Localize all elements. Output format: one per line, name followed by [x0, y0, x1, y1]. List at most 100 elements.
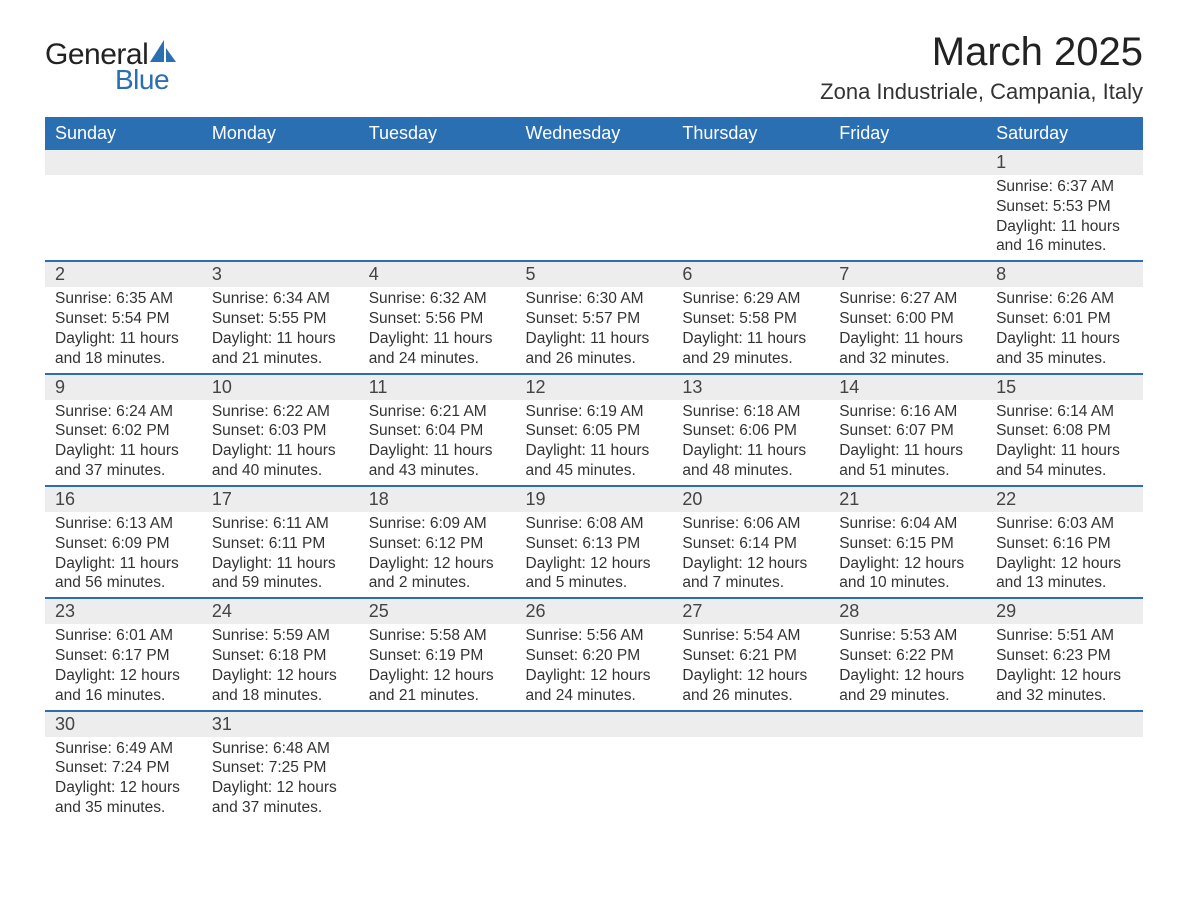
day-details: Sunrise: 5:58 AMSunset: 6:19 PMDaylight:…: [359, 624, 516, 709]
day-number-bar: 7: [829, 262, 986, 287]
sunrise-text: Sunrise: 6:06 AM: [682, 514, 819, 534]
day-number-bar: 20: [672, 487, 829, 512]
sunset-text: Sunset: 6:02 PM: [55, 421, 192, 441]
daylight-text: Daylight: 12 hours and 10 minutes.: [839, 554, 976, 594]
daylight-text: Daylight: 11 hours and 56 minutes.: [55, 554, 192, 594]
day-number-bar: 15: [986, 375, 1143, 400]
calendar-day-cell: 6Sunrise: 6:29 AMSunset: 5:58 PMDaylight…: [672, 261, 829, 373]
daylight-text: Daylight: 11 hours and 26 minutes.: [526, 329, 663, 369]
daylight-text: Daylight: 11 hours and 43 minutes.: [369, 441, 506, 481]
sunset-text: Sunset: 5:58 PM: [682, 309, 819, 329]
day-number-bar: [672, 150, 829, 175]
sunrise-text: Sunrise: 6:13 AM: [55, 514, 192, 534]
calendar-day-cell: [672, 150, 829, 261]
title-block: March 2025 Zona Industriale, Campania, I…: [820, 30, 1143, 105]
day-details: Sunrise: 6:16 AMSunset: 6:07 PMDaylight:…: [829, 400, 986, 485]
weekday-header: Thursday: [672, 117, 829, 150]
calendar-day-cell: 17Sunrise: 6:11 AMSunset: 6:11 PMDayligh…: [202, 486, 359, 598]
sunrise-text: Sunrise: 6:22 AM: [212, 402, 349, 422]
day-details: Sunrise: 6:08 AMSunset: 6:13 PMDaylight:…: [516, 512, 673, 597]
day-number-bar: 25: [359, 599, 516, 624]
sunset-text: Sunset: 6:06 PM: [682, 421, 819, 441]
sunset-text: Sunset: 6:15 PM: [839, 534, 976, 554]
weekday-header-row: SundayMondayTuesdayWednesdayThursdayFrid…: [45, 117, 1143, 150]
calendar-body: 1Sunrise: 6:37 AMSunset: 5:53 PMDaylight…: [45, 150, 1143, 822]
daylight-text: Daylight: 12 hours and 37 minutes.: [212, 778, 349, 818]
calendar-day-cell: [516, 711, 673, 822]
day-number-bar: 9: [45, 375, 202, 400]
daylight-text: Daylight: 12 hours and 16 minutes.: [55, 666, 192, 706]
day-number-bar: [516, 150, 673, 175]
day-details: Sunrise: 6:22 AMSunset: 6:03 PMDaylight:…: [202, 400, 359, 485]
daylight-text: Daylight: 12 hours and 5 minutes.: [526, 554, 663, 594]
sunrise-text: Sunrise: 6:27 AM: [839, 289, 976, 309]
day-number-bar: 29: [986, 599, 1143, 624]
day-details: [829, 175, 986, 253]
day-details: Sunrise: 6:32 AMSunset: 5:56 PMDaylight:…: [359, 287, 516, 372]
calendar-week-row: 9Sunrise: 6:24 AMSunset: 6:02 PMDaylight…: [45, 374, 1143, 486]
daylight-text: Daylight: 11 hours and 16 minutes.: [996, 217, 1133, 257]
day-number-bar: 1: [986, 150, 1143, 175]
calendar-day-cell: 26Sunrise: 5:56 AMSunset: 6:20 PMDayligh…: [516, 598, 673, 710]
sunrise-text: Sunrise: 6:03 AM: [996, 514, 1133, 534]
calendar-day-cell: 7Sunrise: 6:27 AMSunset: 6:00 PMDaylight…: [829, 261, 986, 373]
sunset-text: Sunset: 6:00 PM: [839, 309, 976, 329]
day-number-bar: 6: [672, 262, 829, 287]
sunrise-text: Sunrise: 6:35 AM: [55, 289, 192, 309]
day-details: Sunrise: 5:59 AMSunset: 6:18 PMDaylight:…: [202, 624, 359, 709]
sunset-text: Sunset: 6:22 PM: [839, 646, 976, 666]
calendar-day-cell: [829, 711, 986, 822]
daylight-text: Daylight: 12 hours and 26 minutes.: [682, 666, 819, 706]
day-details: Sunrise: 6:09 AMSunset: 6:12 PMDaylight:…: [359, 512, 516, 597]
daylight-text: Daylight: 11 hours and 48 minutes.: [682, 441, 819, 481]
daylight-text: Daylight: 12 hours and 32 minutes.: [996, 666, 1133, 706]
day-number-bar: [516, 712, 673, 737]
sunset-text: Sunset: 7:25 PM: [212, 758, 349, 778]
sunrise-text: Sunrise: 6:21 AM: [369, 402, 506, 422]
calendar-week-row: 16Sunrise: 6:13 AMSunset: 6:09 PMDayligh…: [45, 486, 1143, 598]
day-details: [359, 175, 516, 253]
day-number-bar: 22: [986, 487, 1143, 512]
daylight-text: Daylight: 11 hours and 59 minutes.: [212, 554, 349, 594]
sunset-text: Sunset: 6:19 PM: [369, 646, 506, 666]
day-details: Sunrise: 6:06 AMSunset: 6:14 PMDaylight:…: [672, 512, 829, 597]
calendar-day-cell: 11Sunrise: 6:21 AMSunset: 6:04 PMDayligh…: [359, 374, 516, 486]
sunrise-text: Sunrise: 6:11 AM: [212, 514, 349, 534]
calendar-day-cell: 3Sunrise: 6:34 AMSunset: 5:55 PMDaylight…: [202, 261, 359, 373]
sunset-text: Sunset: 6:11 PM: [212, 534, 349, 554]
day-number-bar: [672, 712, 829, 737]
day-details: Sunrise: 6:03 AMSunset: 6:16 PMDaylight:…: [986, 512, 1143, 597]
sunrise-text: Sunrise: 6:16 AM: [839, 402, 976, 422]
sunrise-text: Sunrise: 6:37 AM: [996, 177, 1133, 197]
calendar-day-cell: [829, 150, 986, 261]
calendar-day-cell: 28Sunrise: 5:53 AMSunset: 6:22 PMDayligh…: [829, 598, 986, 710]
calendar-day-cell: 23Sunrise: 6:01 AMSunset: 6:17 PMDayligh…: [45, 598, 202, 710]
daylight-text: Daylight: 11 hours and 51 minutes.: [839, 441, 976, 481]
day-details: Sunrise: 5:53 AMSunset: 6:22 PMDaylight:…: [829, 624, 986, 709]
day-number-bar: 30: [45, 712, 202, 737]
day-number-bar: 10: [202, 375, 359, 400]
calendar-day-cell: 2Sunrise: 6:35 AMSunset: 5:54 PMDaylight…: [45, 261, 202, 373]
calendar-day-cell: [516, 150, 673, 261]
calendar-table: SundayMondayTuesdayWednesdayThursdayFrid…: [45, 117, 1143, 822]
calendar-day-cell: 12Sunrise: 6:19 AMSunset: 6:05 PMDayligh…: [516, 374, 673, 486]
day-number-bar: [45, 150, 202, 175]
day-number-bar: 8: [986, 262, 1143, 287]
day-number-bar: [829, 712, 986, 737]
day-details: Sunrise: 6:18 AMSunset: 6:06 PMDaylight:…: [672, 400, 829, 485]
calendar-day-cell: [986, 711, 1143, 822]
sunset-text: Sunset: 7:24 PM: [55, 758, 192, 778]
calendar-day-cell: 16Sunrise: 6:13 AMSunset: 6:09 PMDayligh…: [45, 486, 202, 598]
sunrise-text: Sunrise: 5:56 AM: [526, 626, 663, 646]
sunrise-text: Sunrise: 5:58 AM: [369, 626, 506, 646]
daylight-text: Daylight: 11 hours and 18 minutes.: [55, 329, 192, 369]
sunset-text: Sunset: 6:03 PM: [212, 421, 349, 441]
sunrise-text: Sunrise: 6:48 AM: [212, 739, 349, 759]
daylight-text: Daylight: 12 hours and 2 minutes.: [369, 554, 506, 594]
calendar-day-cell: 21Sunrise: 6:04 AMSunset: 6:15 PMDayligh…: [829, 486, 986, 598]
sunset-text: Sunset: 6:05 PM: [526, 421, 663, 441]
day-details: Sunrise: 6:29 AMSunset: 5:58 PMDaylight:…: [672, 287, 829, 372]
logo-text-blue: Blue: [115, 64, 169, 96]
calendar-day-cell: [45, 150, 202, 261]
sunrise-text: Sunrise: 6:19 AM: [526, 402, 663, 422]
